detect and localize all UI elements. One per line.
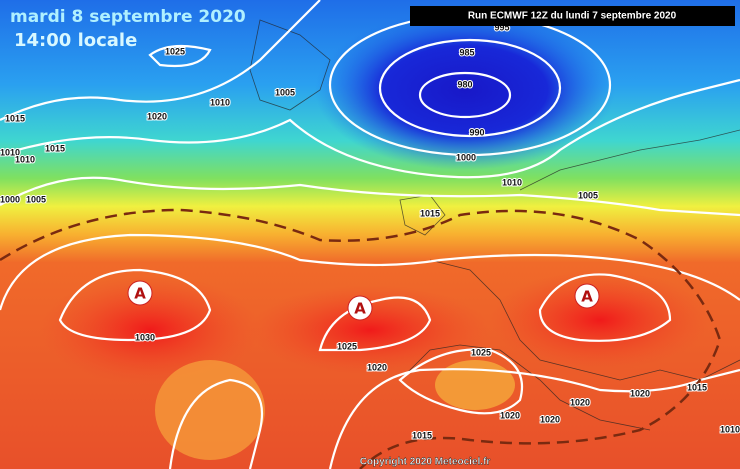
isobar-label: 985 bbox=[459, 47, 474, 57]
high-marker: A bbox=[581, 288, 593, 306]
isobar-label: 990 bbox=[469, 127, 484, 137]
isobar-label: 1020 bbox=[570, 397, 590, 407]
isobar-label: 1015 bbox=[420, 208, 440, 218]
high-pressure-area bbox=[250, 285, 490, 375]
isobar-label: 1020 bbox=[500, 410, 520, 420]
isobar-label: 1030 bbox=[135, 332, 155, 342]
isobar-label: 1020 bbox=[367, 362, 387, 372]
isobar-label: 1005 bbox=[26, 194, 46, 204]
warm-area bbox=[435, 360, 515, 410]
high-marker: A bbox=[134, 285, 146, 303]
isobar-label: 1025 bbox=[165, 46, 185, 56]
isobar-label: 980 bbox=[457, 79, 472, 89]
front-line bbox=[0, 208, 722, 469]
isobar-label: 1020 bbox=[147, 111, 167, 121]
isobar-label: 1010 bbox=[210, 97, 230, 107]
isobar-label: 1020 bbox=[540, 414, 560, 424]
isobar-label: 1010 bbox=[0, 147, 20, 157]
high-pressure-area bbox=[40, 275, 260, 385]
isobar-label: 1015 bbox=[687, 382, 707, 392]
warm-area bbox=[155, 360, 265, 460]
low-pressure-area bbox=[315, 10, 615, 170]
isobar-label: 1005 bbox=[275, 87, 295, 97]
copyright: Copyright 2020 Meteociel.fr bbox=[360, 457, 491, 468]
high-marker-circle bbox=[127, 280, 153, 306]
date-title: mardi 8 septembre 2020 bbox=[10, 7, 246, 27]
isobar-label: 1015 bbox=[412, 430, 432, 440]
isobar-label: 1015 bbox=[45, 143, 65, 153]
high-marker: A bbox=[354, 300, 366, 318]
isobar-label: 1000 bbox=[456, 152, 476, 162]
isobar-label: 1010 bbox=[720, 424, 740, 434]
isobar-label: 1015 bbox=[5, 113, 25, 123]
isobar-label: 1005 bbox=[578, 190, 598, 200]
isobar-label: 1000 bbox=[0, 194, 20, 204]
time-title: 14:00 locale bbox=[14, 30, 137, 51]
isobar-label: 1010 bbox=[15, 154, 35, 164]
coastlines bbox=[249, 19, 740, 431]
high-marker-circle bbox=[574, 283, 600, 309]
isobar-label: 1025 bbox=[471, 347, 491, 357]
isobar-label: 1020 bbox=[630, 388, 650, 398]
run-info: Run ECMWF 12Z du lundi 7 septembre 2020 bbox=[468, 11, 677, 22]
high-marker-circle bbox=[347, 295, 373, 321]
isobar-label: 1010 bbox=[502, 177, 522, 187]
high-pressure-area bbox=[490, 270, 710, 370]
run-info-box bbox=[410, 6, 735, 26]
isobar-label: 1025 bbox=[337, 341, 357, 351]
